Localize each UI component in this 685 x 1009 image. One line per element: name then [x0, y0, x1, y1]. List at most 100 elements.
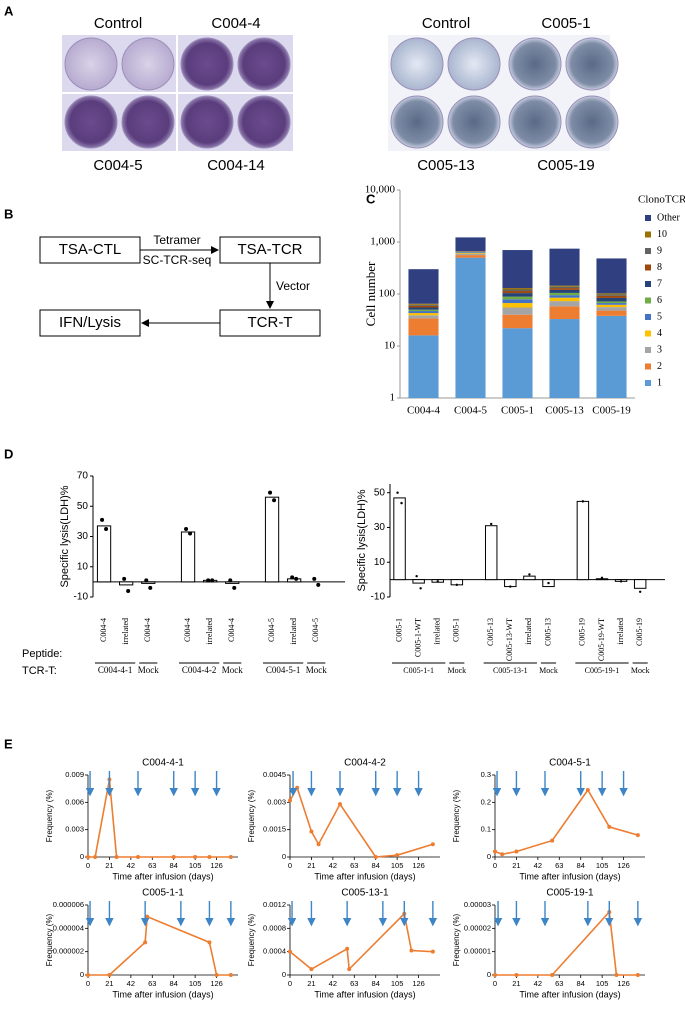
y-tick-label: -10	[371, 592, 386, 603]
group-label: Mock	[306, 665, 327, 675]
peptide-label: C005-19	[635, 618, 644, 646]
point	[607, 824, 612, 829]
edge-label: Vector	[276, 279, 310, 293]
y-tick-label: 0.3	[481, 770, 491, 779]
peptide-label: irrelated	[121, 618, 130, 645]
dot	[316, 582, 321, 587]
y-axis-label: Specific lysis(LDH)%	[59, 485, 71, 587]
group-label: Mock	[138, 665, 159, 675]
group-label: C004-4-1	[98, 665, 133, 675]
dot	[144, 578, 149, 583]
group-label: C004-4-2	[182, 665, 217, 675]
peptide-label: irrelated	[433, 618, 442, 645]
panel-label: B	[4, 206, 13, 221]
image-label: C005-1	[541, 15, 590, 32]
group-label: C005-19-1	[585, 666, 620, 675]
chart-title: C005-19-1	[546, 888, 594, 899]
point	[493, 973, 497, 977]
point	[550, 973, 555, 977]
dot	[436, 580, 439, 583]
legend-label: 9	[657, 245, 662, 256]
x-axis-label: Time after infusion (days)	[314, 871, 415, 881]
well	[180, 37, 234, 91]
dot	[206, 578, 211, 583]
bar-segment	[502, 303, 533, 308]
bar-segment	[408, 318, 439, 336]
group-label: C005-1-1	[403, 666, 434, 675]
peptide-label: C005-1	[452, 618, 461, 642]
legend-swatch	[645, 281, 651, 287]
legend-label: 2	[657, 361, 662, 372]
y-tick-label: 10	[374, 557, 386, 568]
chart-title: C005-1-1	[142, 888, 184, 899]
peptide-label: irrelated	[524, 618, 533, 645]
legend-label: 4	[657, 328, 662, 339]
x-tick-label: 0	[86, 861, 90, 870]
bar-segment	[408, 303, 439, 305]
bar-segment	[549, 289, 580, 293]
edge-label: Tetramer	[153, 233, 200, 247]
x-tick-label: 21	[512, 861, 520, 870]
bar-segment	[596, 295, 627, 298]
x-tick-label: 84	[577, 861, 585, 870]
legend-label: 5	[657, 311, 662, 322]
x-tick-label: 126	[412, 979, 425, 988]
x-tick-label: 63	[148, 861, 156, 870]
bar	[576, 500, 590, 581]
image-label: C005-13	[417, 157, 475, 174]
bar-segment	[408, 313, 439, 316]
bar-segment	[549, 319, 580, 398]
x-tick-label: 105	[596, 979, 609, 988]
dot	[148, 585, 153, 590]
point	[338, 802, 342, 807]
x-tick-label: 126	[617, 861, 630, 870]
point	[395, 853, 400, 858]
x-tick-label: 21	[105, 979, 113, 988]
bar-segment	[549, 248, 580, 286]
bar	[96, 525, 112, 583]
x-axis-label: Time after infusion (days)	[314, 989, 415, 999]
line-series	[88, 915, 231, 976]
legend-swatch	[645, 380, 651, 386]
bar-segment	[455, 253, 486, 254]
dot	[490, 522, 493, 526]
bar-segment	[455, 252, 486, 254]
x-tick-label: 63	[350, 861, 358, 870]
bar-segment	[408, 311, 439, 314]
point	[86, 973, 90, 977]
x-tick-label: 105	[596, 861, 609, 870]
well	[390, 95, 444, 149]
bar-segment	[455, 257, 486, 398]
peptide-label: C005-13-WT	[505, 618, 514, 661]
x-tick-label: C004-4	[407, 405, 441, 417]
group-label: Mock	[539, 666, 558, 675]
y-tick-label: 0.000006	[53, 900, 84, 909]
bar-segment	[596, 294, 627, 296]
bar-segment	[502, 289, 533, 292]
dot	[100, 517, 105, 522]
peptide-label: irrelated	[616, 618, 625, 645]
bar-segment	[455, 253, 486, 256]
point	[309, 967, 314, 972]
point	[288, 949, 292, 954]
x-tick-label: 126	[210, 861, 223, 870]
legend-swatch	[645, 215, 651, 221]
x-tick-label: 42	[534, 861, 542, 870]
bar	[264, 496, 280, 583]
x-tick-label: 0	[493, 979, 497, 988]
point	[114, 855, 119, 859]
well	[64, 37, 118, 91]
well	[565, 95, 619, 149]
y-axis-label: Specific lysis(LDH)%	[356, 489, 368, 591]
node-label: TSA-CTL	[59, 241, 122, 258]
point	[345, 946, 350, 951]
well	[508, 37, 562, 91]
x-tick-label: 21	[307, 861, 315, 870]
y-tick-label: 0	[80, 852, 84, 861]
well	[508, 95, 562, 149]
legend-swatch	[645, 363, 651, 370]
dot	[122, 576, 127, 581]
y-tick-label: 0.0004	[263, 947, 286, 956]
legend-swatch	[645, 330, 651, 337]
x-tick-label: C004-5	[454, 405, 488, 417]
